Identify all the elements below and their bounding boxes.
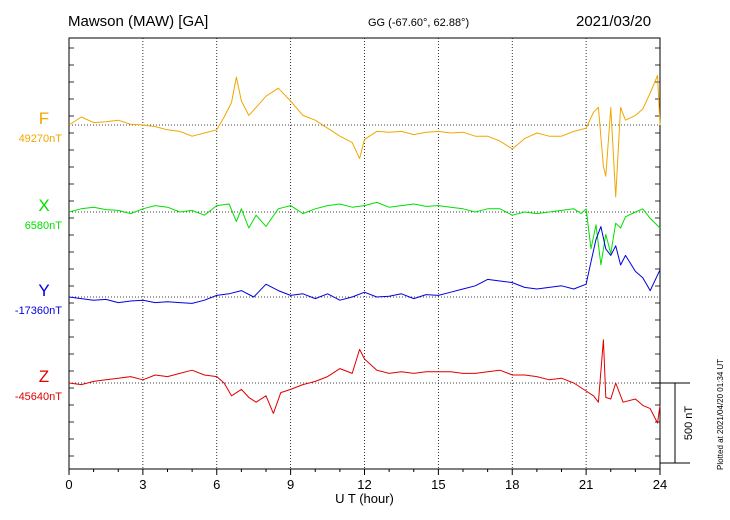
chart-date: 2021/03/20 bbox=[576, 13, 652, 30]
series-baseline-f: 49270nT bbox=[19, 133, 63, 145]
x-tick-label: 24 bbox=[653, 477, 667, 492]
series-baseline-z: -45640nT bbox=[15, 391, 62, 403]
x-axis-label: U T (hour) bbox=[335, 491, 394, 506]
x-tick-label: 0 bbox=[65, 477, 72, 492]
scale-bar-label: 500 nT bbox=[683, 406, 695, 441]
series-baseline-y: -17360nT bbox=[15, 305, 62, 317]
x-tick-label: 3 bbox=[139, 477, 146, 492]
series-line-x bbox=[68, 201, 661, 266]
x-tick-label: 9 bbox=[287, 477, 294, 492]
station-coordinates: GG (-67.60°, 62.88°) bbox=[368, 17, 470, 29]
plotted-timestamp: Plotted at 2021/04/20 01:34 UT bbox=[716, 358, 725, 470]
series-name-f: F bbox=[39, 109, 49, 128]
x-tick-label: 15 bbox=[431, 477, 445, 492]
series-name-x: X bbox=[38, 196, 49, 215]
x-tick-label: 6 bbox=[213, 477, 220, 492]
series-baseline-x: 6580nT bbox=[25, 220, 63, 232]
x-tick-label: 18 bbox=[505, 477, 519, 492]
series-line-z bbox=[68, 339, 661, 424]
series-line-f bbox=[68, 74, 661, 198]
series-name-y: Y bbox=[38, 281, 49, 300]
series-name-z: Z bbox=[39, 367, 49, 386]
series-line-y bbox=[68, 226, 661, 304]
x-tick-label: 21 bbox=[579, 477, 593, 492]
x-tick-label: 12 bbox=[357, 477, 371, 492]
chart-title: Mawson (MAW) [GA] bbox=[68, 13, 209, 30]
